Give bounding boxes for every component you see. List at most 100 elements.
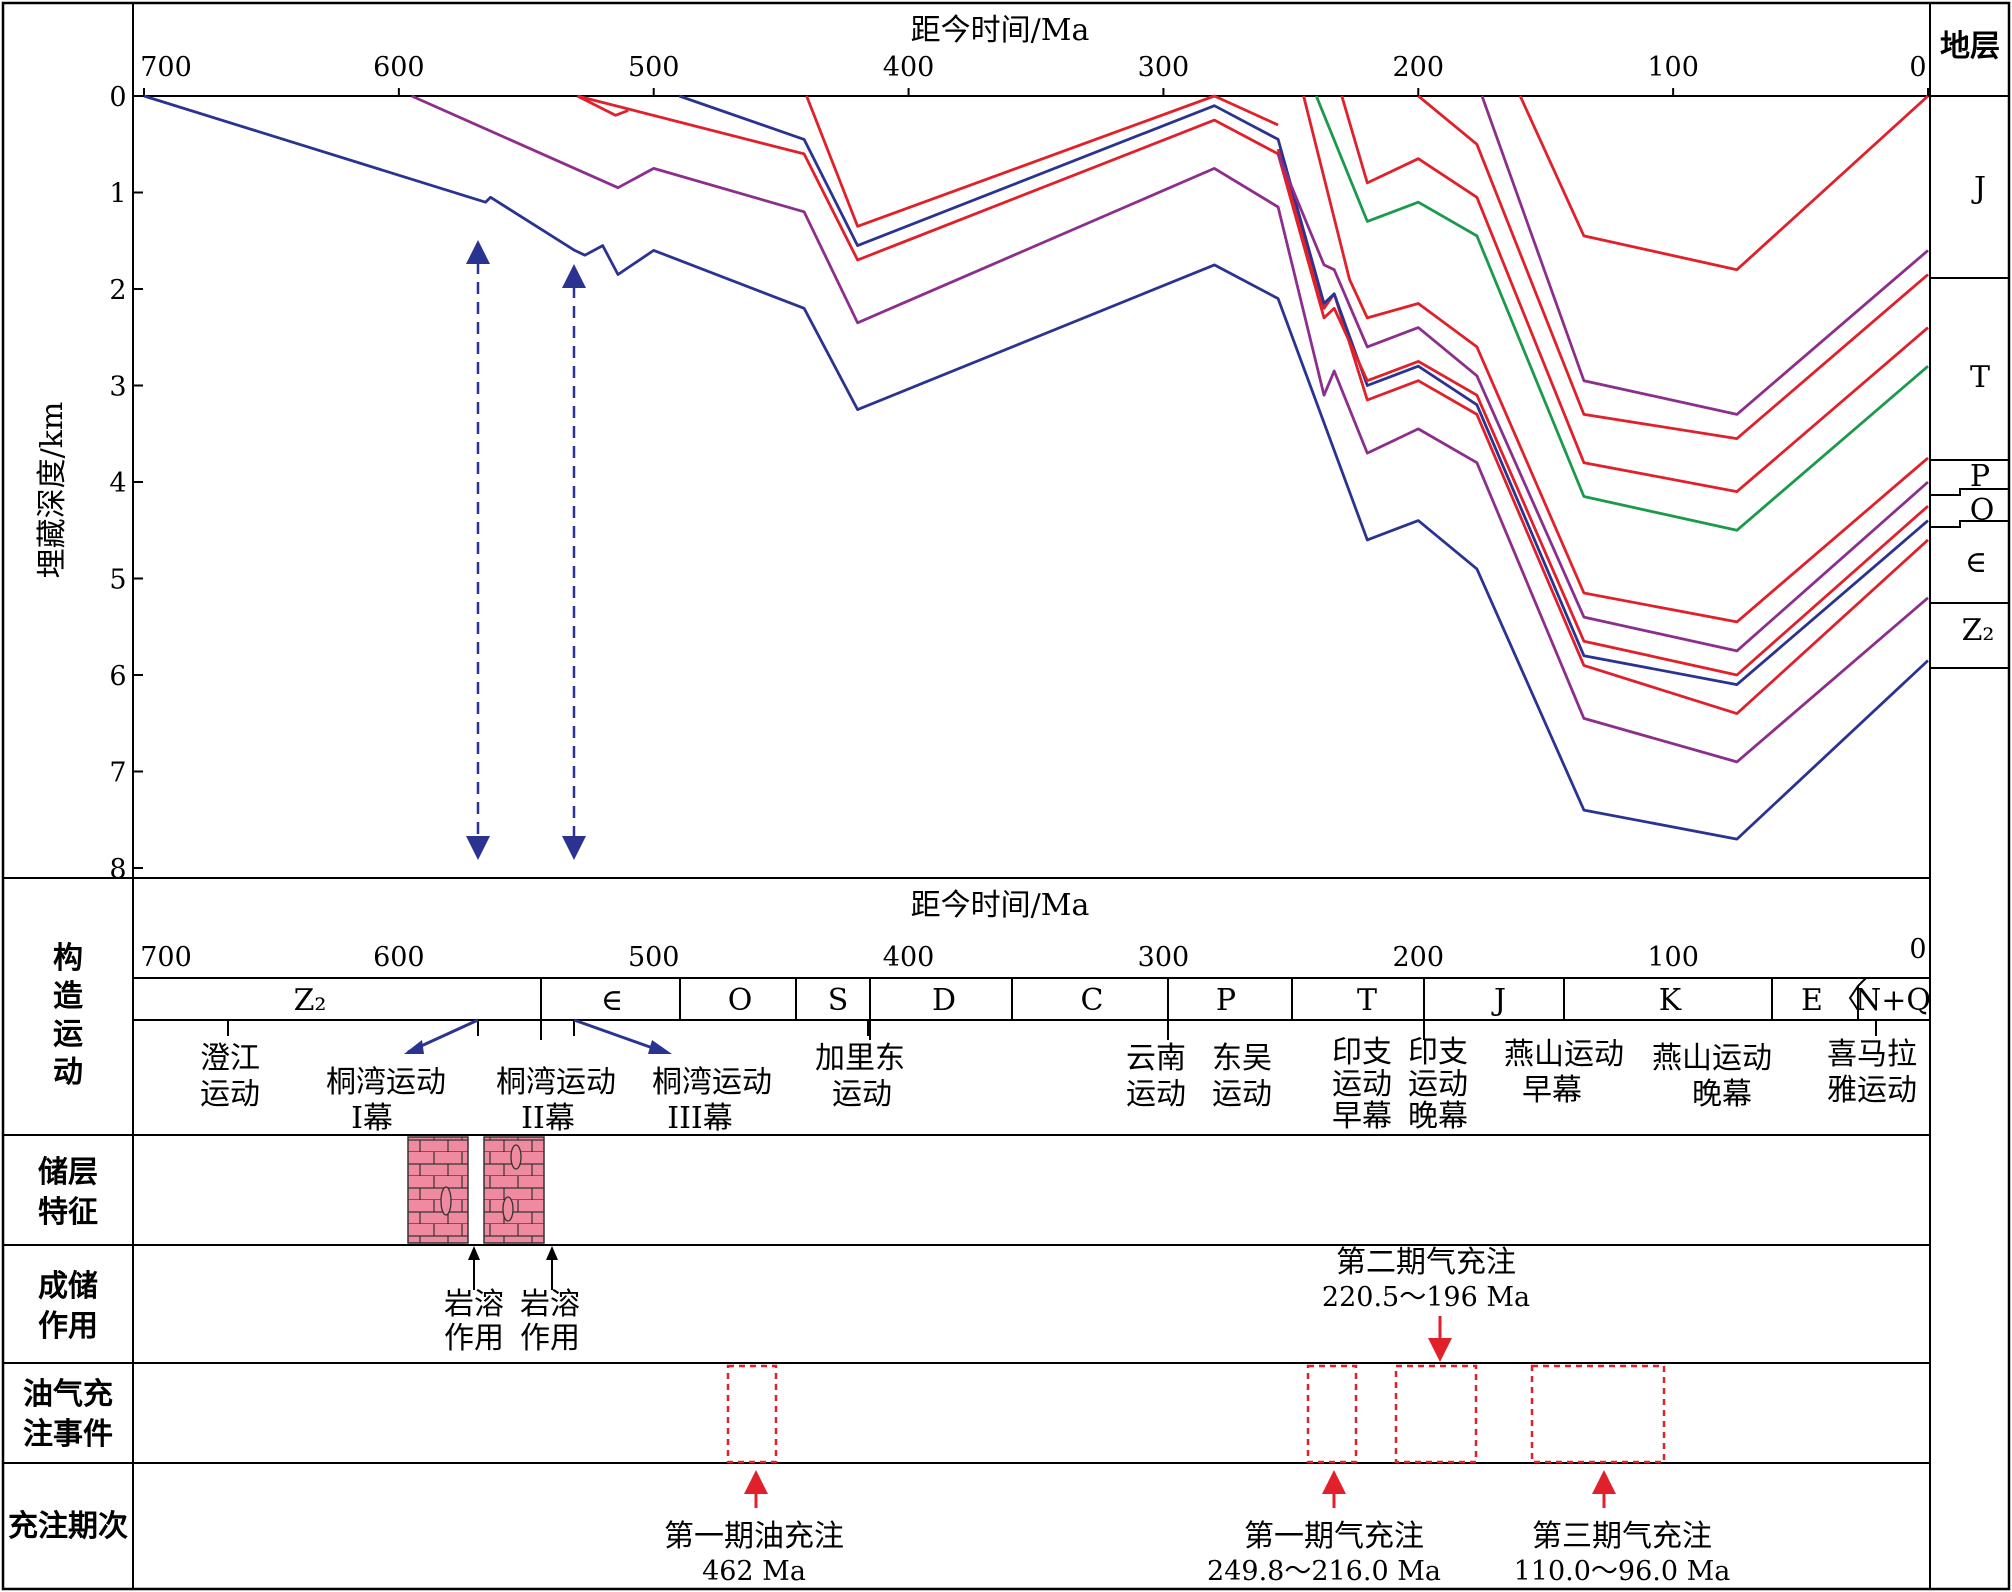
charge-box-oil: [726, 1364, 778, 1464]
event-tongwan3-1: 桐湾运动: [652, 1065, 772, 1100]
charge-box-gas3: [1530, 1364, 1666, 1464]
period-j: J: [1491, 983, 1506, 1018]
strata-line-4: [1930, 520, 2009, 528]
burial-curve-2: [411, 94, 1929, 764]
depth-tick-label: 0: [109, 82, 126, 113]
event-chengjiang-2: 运动: [200, 1077, 260, 1112]
vug-1: [440, 1186, 452, 1216]
burial-curve-8: [805, 94, 1279, 228]
row-diagenesis-2: 作用: [38, 1309, 98, 1344]
event-yunnan-2: 运动: [1126, 1077, 1186, 1112]
burial-curve-9: [1315, 95, 1929, 532]
event-yanshan-late-1: 燕山运动: [1652, 1041, 1772, 1076]
period-e: E: [1801, 983, 1823, 1018]
period-k: K: [1659, 983, 1682, 1018]
strata-label-t: T: [1970, 360, 1990, 395]
strata-line-3: [1930, 488, 2009, 496]
first-gas-age: 249.8～216.0 Ma: [1207, 1556, 1441, 1587]
strata-header: 地层: [1940, 29, 2000, 64]
event-yanshan-early-1: 燕山运动: [1504, 1037, 1624, 1072]
burial-curve-3: [1276, 148, 1929, 715]
tectonic-events: 澄江 运动 桐湾运动 I幕 桐湾运动 II幕 桐湾运动 III幕 加里东 运动 …: [200, 1018, 1917, 1136]
gas3-arrow-head: [1592, 1470, 1616, 1494]
arrow-tongwan-left-head: [404, 1040, 424, 1054]
period-c: C: [1081, 983, 1104, 1018]
event-himalayan-2: 雅运动: [1827, 1073, 1917, 1108]
reservoir-columns: [407, 1136, 545, 1244]
burial-time-tick-label: 0: [1909, 52, 1926, 83]
reservoir-column-1: [407, 1136, 469, 1244]
burial-curve-14: [576, 94, 629, 117]
row-tectonic-1: 构: [53, 941, 83, 976]
lower-time-tick-label: 100: [1647, 942, 1699, 973]
karst-markers: 岩溶 作用 岩溶 作用: [444, 1246, 580, 1356]
strata-column: 地层 J T P O ∈ Z₂: [1930, 29, 2009, 669]
arrow-tongwan-right: [573, 1018, 665, 1054]
event-tongwan1-1: 桐湾运动: [326, 1065, 446, 1100]
burial-curve-5: [576, 94, 1929, 677]
event-indosinian-late-1: 印支: [1408, 1035, 1468, 1070]
period-p: P: [1216, 983, 1236, 1018]
first-gas-label: 第一期气充注: [1244, 1519, 1424, 1554]
burial-curve-6: [1276, 153, 1929, 653]
karst-label-1b: 作用: [444, 1321, 504, 1356]
karst-label-1a: 岩溶: [444, 1287, 504, 1322]
strata-label-o: O: [1970, 493, 1995, 528]
lower-time-tick-label: 200: [1393, 942, 1445, 973]
arrow-head-down-1: [466, 836, 490, 860]
depth-axis-title: 埋藏深度/km: [35, 402, 70, 579]
third-gas-label: 第三期气充注: [1532, 1519, 1712, 1554]
burial-curve-13: [1518, 94, 1929, 272]
lower-time-tick-label: 300: [1138, 942, 1190, 973]
burial-time-tick-label: 700: [140, 52, 192, 83]
burial-time-tick-label: 300: [1138, 52, 1190, 83]
lower-time-tick-label: 400: [883, 942, 935, 973]
burial-curves: [143, 94, 1929, 841]
event-indosinian-late-2: 运动: [1408, 1067, 1468, 1102]
lower-time-tick-label: 500: [628, 942, 680, 973]
charge-box-gas1: [1306, 1364, 1358, 1464]
event-dongwu-2: 运动: [1212, 1077, 1272, 1112]
burial-curve-1: [143, 94, 1929, 841]
first-oil-age: 462 Ma: [702, 1556, 806, 1587]
burial-curve-11: [1417, 94, 1929, 441]
strata-label-p: P: [1970, 459, 1990, 494]
event-tongwan1-2: I幕: [351, 1101, 393, 1136]
row-reservoir-2: 特征: [38, 1195, 98, 1230]
depth-tick-label: 6: [109, 661, 126, 692]
burial-curve-7: [1302, 95, 1929, 624]
karst-label-2b: 作用: [520, 1321, 580, 1356]
lower-time-axis-title: 距今时间/Ma: [911, 888, 1090, 923]
event-yanshan-early-2: 早幕: [1522, 1073, 1582, 1108]
depth-tick-label: 3: [109, 372, 126, 403]
event-caledonian-2: 运动: [832, 1077, 892, 1112]
charge-box-gas2: [1394, 1364, 1478, 1464]
oil-arrow-head: [744, 1470, 768, 1494]
first-oil-label: 第一期油充注: [664, 1519, 844, 1554]
burial-time-tick-label: 100: [1647, 52, 1699, 83]
strata-label-z2: Z₂: [1962, 613, 1995, 648]
row-stage-1: 充注期次: [8, 1509, 128, 1544]
row-tectonic-3: 运: [53, 1017, 83, 1052]
burial-curve-4: [678, 94, 1929, 686]
arrow-head-up-2: [562, 264, 586, 288]
period-o: O: [728, 983, 753, 1018]
row-labels: 构 造 运 动 储层 特征 成储 作用 油气充 注事件 充注期次: [8, 941, 128, 1544]
depth-tick-label: 7: [109, 758, 126, 789]
event-tongwan2-1: 桐湾运动: [496, 1065, 616, 1100]
second-gas-age: 220.5～196 Ma: [1322, 1282, 1530, 1313]
gas1-arrow-head: [1322, 1470, 1346, 1494]
second-gas-label: 第二期气充注: [1336, 1245, 1516, 1280]
strata-label-cambrian: ∈: [1965, 545, 1987, 580]
arrow-head-down-2: [562, 836, 586, 860]
row-diagenesis-1: 成储: [38, 1269, 98, 1304]
arrow-tongwan-right-head: [648, 1040, 672, 1054]
event-dongwu-1: 东吴: [1212, 1041, 1272, 1076]
charging-events: 第二期气充注 220.5～196 Ma 第一期油充注 462 Ma 第一期气充注…: [664, 1245, 1730, 1587]
event-yunnan-1: 云南: [1126, 1041, 1186, 1076]
row-tectonic-4: 动: [53, 1055, 83, 1090]
event-caledonian-1: 加里东: [815, 1041, 905, 1076]
karst-arrow-2-head: [546, 1246, 558, 1260]
event-tongwan3-2: III幕: [667, 1101, 733, 1136]
